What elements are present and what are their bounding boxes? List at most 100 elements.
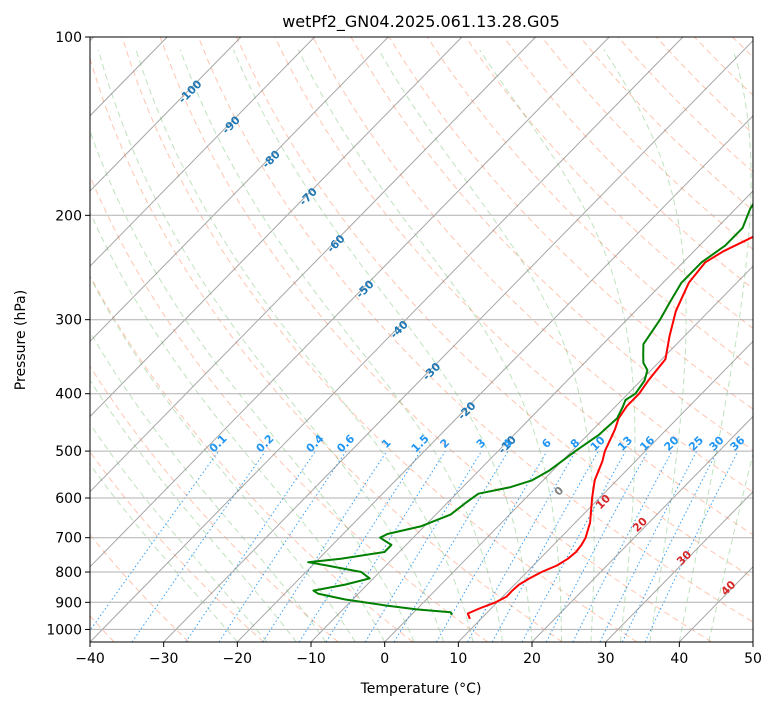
mixing-ratio-line bbox=[131, 450, 266, 642]
moist-adiabats bbox=[90, 49, 753, 642]
moist-adiabat-line bbox=[708, 451, 753, 642]
dry-adiabat-line bbox=[503, 37, 753, 290]
x-tick-label: 30 bbox=[597, 651, 615, 667]
dry-adiabat-line bbox=[694, 37, 753, 96]
mixing-ratio-label: 0.4 bbox=[304, 432, 327, 455]
dry-adiabat-line bbox=[388, 37, 753, 410]
isotherm-line bbox=[236, 115, 753, 642]
mixing-ratio-line bbox=[491, 450, 599, 642]
temperature-profile-line bbox=[466, 235, 753, 620]
isotherm-label: -70 bbox=[297, 185, 320, 208]
dry-adiabat-line bbox=[426, 37, 753, 370]
mixing-ratio-line bbox=[435, 450, 548, 642]
moist-adiabat-line bbox=[232, 49, 533, 642]
dry-adiabat-line bbox=[159, 37, 712, 642]
moist-adiabat-line bbox=[90, 330, 327, 642]
moist-adiabat-label: 20 bbox=[630, 514, 650, 534]
y-tick-label: 800 bbox=[55, 565, 82, 581]
x-tick-label: −30 bbox=[149, 651, 179, 667]
isotherm-label: -90 bbox=[220, 113, 243, 136]
isotherm-label: -30 bbox=[420, 360, 443, 383]
dry-adiabat-line bbox=[236, 37, 753, 579]
isotherm-line bbox=[457, 340, 753, 642]
isotherm-line bbox=[384, 265, 753, 642]
mixing-ratio-label: 36 bbox=[728, 433, 748, 453]
plot-frame bbox=[89, 36, 754, 643]
dry-adiabat-line bbox=[90, 365, 339, 642]
mixing-ratio-label: 16 bbox=[637, 433, 657, 453]
moist-adiabat-line bbox=[90, 379, 297, 642]
dry-adiabat-line bbox=[655, 37, 753, 135]
isotherm-line bbox=[678, 566, 753, 642]
mixing-ratio-line bbox=[572, 450, 673, 642]
y-tick-label: 200 bbox=[55, 208, 82, 224]
moist-adiabat-label: 40 bbox=[718, 578, 738, 598]
x-tick-label: 0 bbox=[380, 651, 389, 667]
dry-adiabat-line bbox=[90, 451, 264, 642]
moist-adiabat-label: 0 bbox=[552, 484, 567, 499]
mixing-ratio-line bbox=[621, 450, 718, 642]
isotherm-line bbox=[90, 37, 463, 418]
isotherm-line bbox=[90, 37, 610, 568]
moist-adiabat-line bbox=[678, 49, 752, 642]
moist-adiabat-label: 30 bbox=[674, 548, 694, 568]
y-tick-label: 600 bbox=[55, 491, 82, 507]
chart-title: wetPf2_GN04.2025.061.13.28.G05 bbox=[282, 12, 560, 32]
isotherm-line bbox=[90, 37, 242, 192]
moist-adiabat-line bbox=[90, 276, 356, 642]
moist-adiabat-line bbox=[97, 49, 445, 642]
mixing-ratio-label: 1.5 bbox=[409, 432, 432, 455]
moist-adiabat-line bbox=[90, 423, 268, 642]
x-axis-ticks: −40 −30 −20 −10 0 10 20 30 40 50 bbox=[75, 642, 762, 667]
pressure-gridlines bbox=[90, 37, 753, 630]
mixing-ratio-label: 1 bbox=[379, 436, 394, 451]
mixing-ratio-line bbox=[467, 450, 577, 642]
moist-adiabat-line bbox=[90, 463, 238, 642]
mixing-ratio-label: 0.1 bbox=[207, 432, 230, 455]
dry-adiabat-line bbox=[90, 175, 488, 642]
x-axis-label: Temperature (°C) bbox=[360, 681, 482, 697]
mixing-ratio-label: 30 bbox=[707, 433, 727, 453]
isotherm-label: -100 bbox=[176, 77, 205, 106]
moist-adiabat-line bbox=[90, 129, 415, 642]
mixing-ratio-line bbox=[364, 450, 483, 642]
dry-adiabat-line bbox=[350, 37, 753, 451]
isotherm-line bbox=[310, 190, 753, 642]
mixing-ratio-label: 6 bbox=[539, 436, 554, 451]
isotherm-line bbox=[90, 37, 315, 267]
dry-adiabat-line bbox=[90, 56, 563, 642]
x-tick-label: −20 bbox=[223, 651, 253, 667]
profile-series bbox=[307, 202, 753, 620]
dewpoint-profile-line bbox=[307, 202, 753, 616]
moist-adiabat-line bbox=[179, 49, 503, 642]
moist-adiabat-label: 10 bbox=[593, 492, 613, 512]
y-tick-label: 100 bbox=[55, 30, 82, 46]
x-tick-label: −10 bbox=[296, 651, 326, 667]
y-tick-label: 700 bbox=[55, 531, 82, 547]
isotherm-label: -60 bbox=[324, 232, 347, 255]
y-tick-label: 500 bbox=[55, 444, 82, 460]
y-tick-label: 400 bbox=[55, 387, 82, 403]
mixing-ratio-line bbox=[218, 450, 347, 642]
mixing-ratio-lines bbox=[90, 450, 739, 642]
dry-adiabat-line bbox=[312, 37, 753, 493]
mixing-ratio-line bbox=[325, 450, 446, 642]
mixing-ratio-line bbox=[599, 450, 698, 642]
plot-area: -100-90-80-70-60-50-40-30-20-100.1 0.2 0.4… bbox=[90, 37, 753, 642]
isotherm-line bbox=[90, 37, 536, 493]
mixing-ratio-line bbox=[90, 450, 220, 632]
isotherm-line bbox=[90, 37, 389, 343]
dry-adiabat-line bbox=[579, 37, 753, 212]
isotherm-line bbox=[163, 39, 753, 642]
dry-adiabat-line bbox=[732, 37, 753, 58]
isotherm-label: -40 bbox=[388, 318, 411, 341]
isotherm-line bbox=[752, 641, 753, 642]
y-axis-label: Pressure (hPa) bbox=[13, 290, 29, 390]
x-tick-label: −40 bbox=[75, 651, 105, 667]
mixing-ratio-label: 20 bbox=[662, 433, 682, 453]
mixing-ratio-line bbox=[521, 450, 627, 642]
isotherm-line bbox=[90, 37, 684, 642]
moist-adiabat-line bbox=[90, 210, 386, 642]
